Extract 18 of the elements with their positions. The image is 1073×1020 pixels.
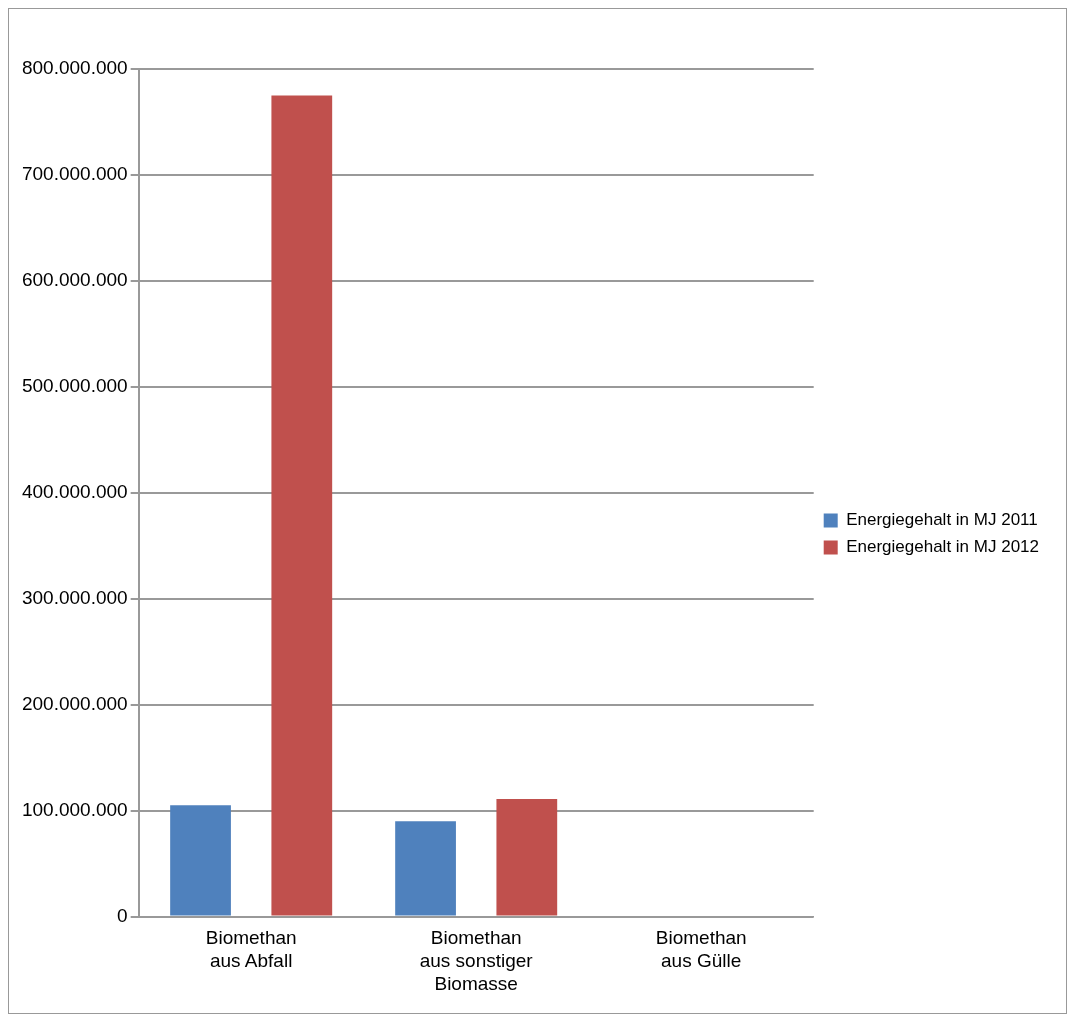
bar (170, 805, 231, 916)
y-tick-label: 100.000.000 (21, 798, 128, 820)
y-tick-label: 400.000.000 (21, 481, 128, 503)
legend-label: Energiegehalt in MJ 2011 (846, 510, 1038, 530)
y-tick-label: 0 (117, 904, 128, 926)
bar (496, 799, 558, 916)
x-tick-label: Biomethan aus sonstiger Biomasse (419, 927, 534, 994)
y-tick-label: 600.000.000 (21, 269, 128, 291)
y-tick-label: 500.000.000 (21, 375, 128, 397)
legend-label: Energiegehalt in MJ 2012 (846, 537, 1039, 557)
y-tick-label: 800.000.000 (21, 57, 128, 79)
bar (271, 95, 333, 916)
x-tick-label: Biomethan aus Abfall (205, 927, 297, 972)
x-tick-label: Biomethan aus Gülle (655, 927, 747, 972)
y-tick-label: 300.000.000 (21, 586, 128, 608)
y-tick-label: 200.000.000 (21, 692, 128, 714)
bar (395, 821, 456, 916)
y-tick-label: 700.000.000 (21, 163, 128, 185)
